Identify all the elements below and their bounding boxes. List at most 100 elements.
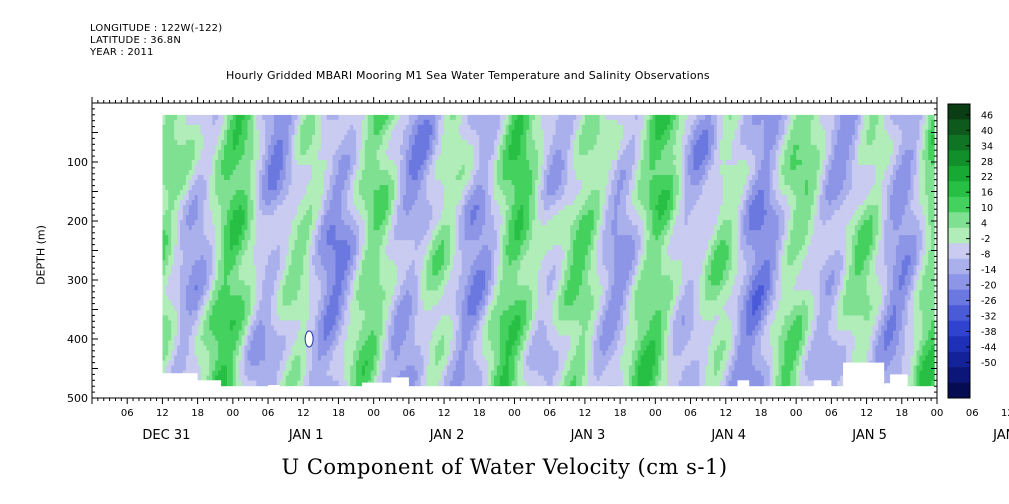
heatmap-cell [177,240,181,246]
heatmap-cell [212,270,216,276]
heatmap-cell [332,220,337,226]
heatmap-cell [294,225,298,231]
heatmap-cell [350,375,354,382]
heatmap-cell [309,180,313,186]
heatmap-cell [270,320,275,327]
heatmap-cell [224,260,228,266]
heatmap-cell [309,215,313,221]
heatmap-cell [353,225,357,231]
heatmap-cell [314,315,319,321]
heatmap-cell [276,345,281,352]
heatmap-cell [326,139,331,146]
heatmap-cell [297,340,301,347]
heatmap-cell [168,230,172,236]
heatmap-cell [423,210,428,216]
heatmap-cell [250,285,254,291]
heatmap-cell [379,335,384,342]
heatmap-cell [400,220,404,226]
heatmap-cell [185,360,190,367]
heatmap-cell [411,295,416,301]
heatmap-cell [379,275,384,281]
heatmap-cell [370,185,375,191]
heatmap-cell [200,144,205,151]
heatmap-cell [312,220,316,226]
heatmap-cell [303,370,307,377]
heatmap-cell [294,149,298,156]
heatmap-cell [215,335,219,342]
heatmap-cell [232,285,237,291]
heatmap-cell [306,139,310,146]
heatmap-cell [194,139,199,146]
heatmap-cell [247,164,252,171]
heatmap-cell [200,360,205,367]
heatmap-cell [400,330,404,337]
heatmap-cell [367,154,372,161]
heatmap-cell [285,119,290,126]
heatmap-cell [309,190,313,196]
heatmap-cell [247,315,252,321]
heatmap-cell [411,159,416,166]
heatmap-cell [329,345,334,352]
heatmap-cell [209,345,213,352]
heatmap-cell [303,245,307,251]
heatmap-cell [203,290,208,296]
heatmap-cell [323,360,328,367]
heatmap-cell [408,210,413,216]
heatmap-cell [294,185,298,191]
heatmap-cell [253,355,257,362]
heatmap-cell [253,225,257,231]
heatmap-cell [367,235,372,241]
heatmap-cell [197,200,202,206]
heatmap-cell [218,185,222,191]
heatmap-cell [180,205,184,211]
heatmap-cell [171,220,175,226]
heatmap-cell [182,164,187,171]
heatmap-cell [206,210,210,216]
heatmap-cell [370,200,375,206]
heatmap-cell [300,300,304,306]
heatmap-cell [405,149,410,156]
heatmap-cell [221,245,225,251]
heatmap-cell [341,260,345,266]
heatmap-cell [241,149,246,156]
heatmap-cell [171,180,175,186]
heatmap-cell [338,370,342,377]
heatmap-cell [347,315,351,321]
heatmap-cell [229,265,234,271]
heatmap-cell [218,305,222,311]
heatmap-cell [224,124,228,131]
heatmap-cell [247,205,252,211]
heatmap-cell [297,185,301,191]
heatmap-cell [356,144,360,151]
heatmap-cell [379,295,384,301]
heatmap-cell [265,205,269,211]
heatmap-cell [379,310,384,316]
heatmap-cell [212,245,216,251]
heatmap-cell [212,190,216,196]
heatmap-cell [382,169,386,176]
heatmap-cell [174,345,178,352]
heatmap-cell [232,174,237,181]
heatmap-cell [279,320,284,327]
heatmap-cell [191,220,196,226]
heatmap-cell [209,154,213,161]
heatmap-cell [200,235,205,241]
heatmap-cell [364,315,369,321]
heatmap-cell [177,300,181,306]
heatmap-cell [270,129,275,136]
heatmap-cell [194,215,199,221]
heatmap-cell [177,330,181,337]
heatmap-cell [270,265,275,271]
heatmap-cell [417,159,422,166]
heatmap-cell [338,235,342,241]
heatmap-cell [309,124,313,131]
heatmap-cell [256,139,260,146]
heatmap-cell [344,180,348,186]
heatmap-cell [356,265,360,271]
heatmap-cell [162,255,166,261]
heatmap-cell [182,119,187,126]
heatmap-cell [177,134,181,141]
heatmap-cell [294,305,298,311]
heatmap-cell [171,215,175,221]
heatmap-cell [209,114,213,121]
